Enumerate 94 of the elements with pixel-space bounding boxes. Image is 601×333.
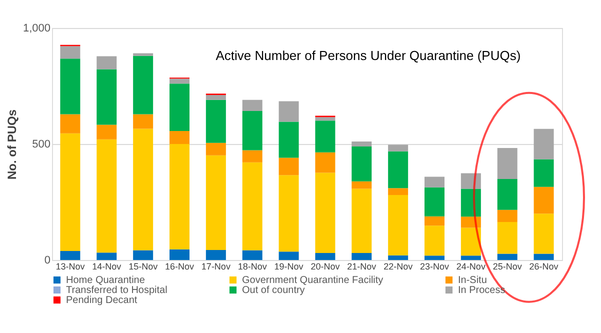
- x-tick-label: 23-Nov: [420, 262, 450, 272]
- x-tick-label: 18-Nov: [238, 262, 268, 272]
- bar: [242, 162, 262, 250]
- bar: [278, 252, 299, 260]
- bar: [315, 120, 336, 152]
- bar: [534, 128, 554, 160]
- bar: [534, 159, 554, 187]
- y-tick-label: 500: [32, 138, 50, 150]
- bar: [96, 124, 117, 140]
- bar: [242, 250, 262, 260]
- bar: [534, 214, 554, 254]
- x-tick-label: 15-Nov: [128, 262, 158, 272]
- bar: [388, 195, 408, 256]
- bar: [352, 253, 372, 260]
- bar: [352, 188, 372, 254]
- bar: [388, 188, 408, 196]
- bar: [424, 226, 444, 256]
- bar: [278, 158, 299, 176]
- bar: [497, 222, 518, 254]
- bar: [534, 186, 554, 214]
- legend-label: Transferred to Hospital: [66, 285, 168, 296]
- x-tick-label: 16-Nov: [164, 262, 195, 272]
- bar: [170, 84, 190, 132]
- x-tick-label: 17-Nov: [201, 262, 231, 272]
- bar: [424, 176, 444, 188]
- bar: [278, 101, 299, 122]
- bar: [96, 252, 117, 260]
- bar: [206, 250, 226, 260]
- bar: [60, 250, 80, 260]
- x-tick-label: 14-Nov: [92, 262, 122, 272]
- bar: [352, 146, 372, 182]
- bar: [315, 152, 336, 173]
- bar: [497, 179, 518, 210]
- x-tick-label: 20-Nov: [310, 262, 340, 272]
- bar: [315, 117, 336, 121]
- bar: [278, 122, 299, 158]
- x-tick-label: 21-Nov: [347, 262, 377, 272]
- bar: [460, 228, 481, 256]
- bar: [242, 100, 262, 112]
- bar: [60, 46, 80, 59]
- bar: [133, 114, 154, 129]
- bar: [242, 111, 262, 150]
- bar: [424, 216, 444, 226]
- legend-label: In Process: [458, 285, 506, 296]
- bar: [424, 256, 444, 260]
- bar: [388, 151, 408, 188]
- bar: [206, 100, 226, 143]
- bar: [96, 69, 117, 125]
- bar: [96, 139, 117, 253]
- bar: [133, 56, 154, 114]
- bar: [315, 253, 336, 260]
- bar: [170, 249, 190, 260]
- x-tick-label: 13-Nov: [56, 262, 86, 272]
- bar: [206, 142, 226, 156]
- bar: [497, 254, 518, 260]
- bar: [460, 216, 481, 228]
- bar: [460, 256, 481, 260]
- bar: [133, 128, 154, 250]
- bar: [497, 210, 518, 222]
- x-tick-label: 22-Nov: [384, 262, 414, 272]
- bar: [96, 56, 117, 70]
- bar: [534, 254, 554, 260]
- bar: [206, 155, 226, 250]
- legend-label: Government Quarantine Facility: [242, 275, 384, 286]
- bar: [388, 144, 408, 152]
- bar: [133, 53, 154, 56]
- bar: [170, 78, 190, 84]
- y-tick-label: 0: [44, 254, 50, 266]
- bar: [170, 131, 190, 144]
- bar: [60, 114, 80, 134]
- bar: [497, 148, 518, 180]
- y-tick-label: 1,000: [22, 22, 50, 34]
- y-axis-title: No. of PUQs: [4, 109, 19, 180]
- bar: [315, 172, 336, 254]
- bar: [206, 95, 226, 100]
- legend-label: Home Quarantine: [66, 275, 146, 286]
- text: Active Number of Persons Under Quarantine (PUQs): [216, 48, 521, 63]
- x-tick-label: 19-Nov: [274, 262, 304, 272]
- bar: [278, 175, 299, 252]
- legend-label: In-Situ: [458, 275, 487, 286]
- x-tick-label: 26-Nov: [529, 262, 559, 272]
- x-tick-label: 25-Nov: [492, 262, 522, 272]
- bar: [242, 150, 262, 162]
- bar: [352, 181, 372, 189]
- bar: [60, 133, 80, 251]
- bar: [60, 58, 80, 114]
- legend-label: Pending Decant: [66, 295, 138, 306]
- bar: [352, 141, 372, 147]
- bar: [424, 187, 444, 216]
- x-tick-label: 24-Nov: [456, 262, 486, 272]
- bar: [170, 144, 190, 250]
- legend-label: Out of country: [242, 285, 305, 296]
- bar: [388, 255, 408, 260]
- bar: [133, 250, 154, 260]
